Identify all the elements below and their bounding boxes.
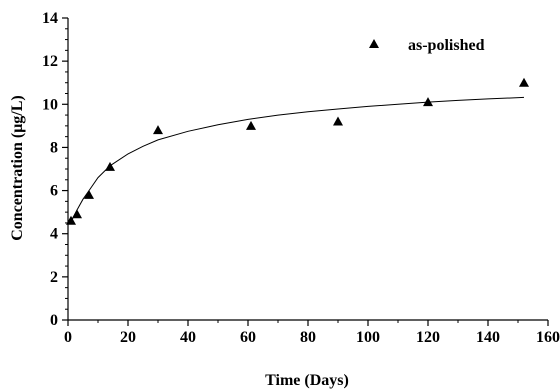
data-point [84, 189, 94, 199]
y-tick-label: 2 [50, 269, 58, 286]
x-tick-label: 100 [356, 329, 380, 346]
data-point [66, 215, 76, 225]
data-point [153, 125, 163, 135]
x-tick-label: 160 [536, 329, 560, 346]
y-tick-label: 6 [50, 183, 58, 200]
fit-curve [70, 96, 525, 223]
x-axis-title: Time (Days) [265, 372, 349, 389]
x-tick-label: 40 [180, 329, 196, 346]
fit-curve-line [70, 96, 525, 223]
data-point [519, 77, 529, 87]
legend: as-polished [369, 37, 485, 54]
data-point [105, 161, 115, 171]
y-tick-label: 0 [50, 312, 58, 329]
data-point [246, 120, 256, 130]
data-point [333, 116, 343, 126]
data-point [423, 97, 433, 107]
x-tick-label: 140 [476, 329, 500, 346]
x-tick-label: 60 [240, 329, 256, 346]
y-tick-label: 14 [42, 10, 58, 27]
legend-label: as-polished [408, 37, 485, 54]
y-tick-label: 4 [50, 226, 58, 243]
x-tick-label: 0 [64, 329, 72, 346]
axes [67, 18, 548, 321]
x-tick-label: 120 [416, 329, 440, 346]
data-points [66, 77, 529, 225]
y-tick-label: 12 [42, 53, 58, 70]
y-tick-label: 8 [50, 139, 58, 156]
y-axis-title: Concentration (μg/L) [9, 95, 26, 241]
x-tick-label: 20 [120, 329, 136, 346]
legend-marker-triangle [369, 39, 379, 48]
ticks: 0 20 40 60 80 100 120 140 160 0 2 4 6 8 10 12 14 [42, 10, 560, 346]
data-point [72, 209, 82, 219]
y-tick-label: 10 [42, 96, 58, 113]
x-tick-label: 80 [300, 329, 316, 346]
